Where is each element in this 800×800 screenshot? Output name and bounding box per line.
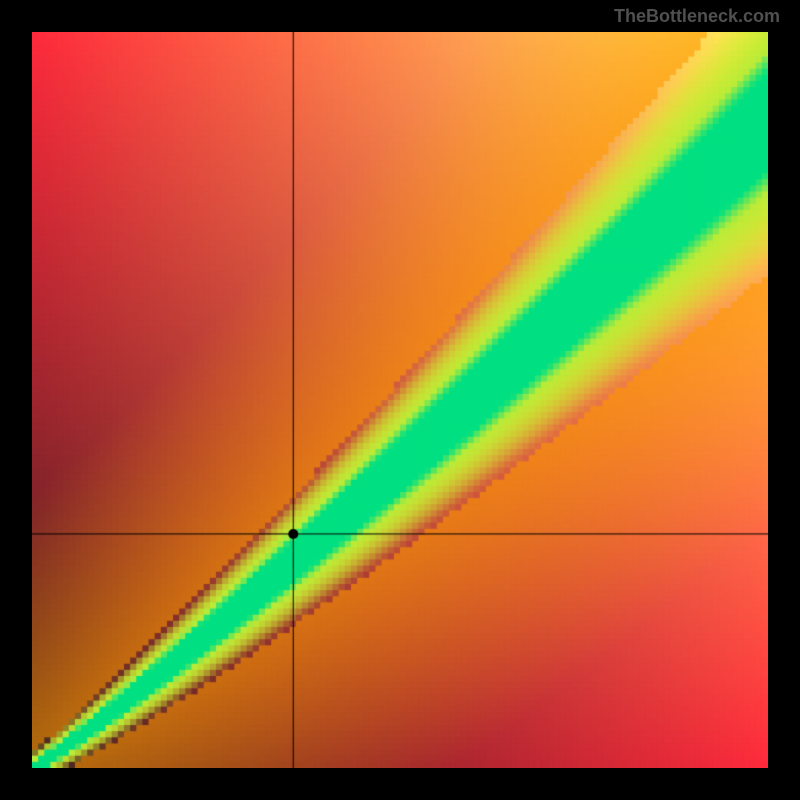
watermark-text: TheBottleneck.com [614, 6, 780, 27]
heatmap-canvas [32, 32, 768, 768]
bottleneck-heatmap [32, 32, 768, 768]
